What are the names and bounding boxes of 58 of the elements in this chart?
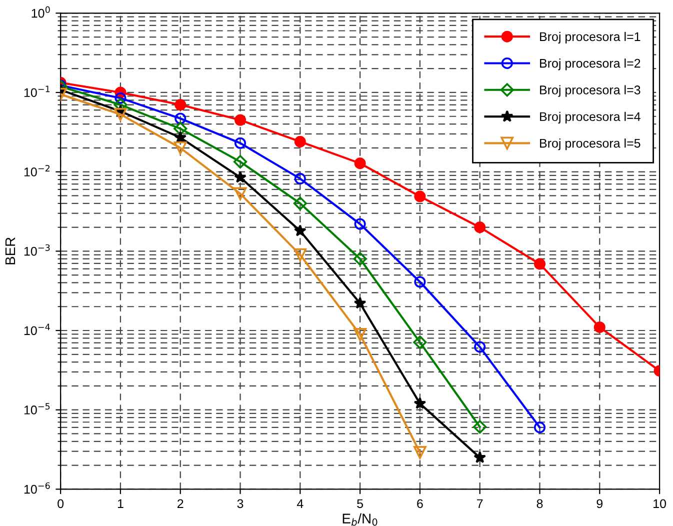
x-tick-label: 8 — [536, 499, 543, 508]
point — [293, 196, 307, 210]
y-tick-label: 10$^{−4}$ — [24, 324, 50, 336]
point — [473, 420, 487, 434]
point — [174, 141, 187, 154]
y-tick-label: 10$^{−5}$ — [24, 403, 50, 414]
x-tick-label: 5 — [357, 499, 364, 508]
point — [234, 137, 246, 149]
legend-label: Broj procesora l=5 — [540, 138, 640, 150]
y-tick-label: 10$^{−3}$ — [24, 244, 50, 256]
y-tick-label: 10$^{−6}$ — [24, 482, 50, 494]
y-tick-label: 10$^{−1}$ — [24, 86, 50, 98]
y-tick-label: 10$^{0}$ — [32, 6, 50, 18]
point — [474, 341, 486, 353]
point — [414, 276, 426, 288]
point — [294, 172, 306, 184]
point — [354, 328, 367, 341]
point — [114, 92, 126, 104]
x-tick-label: 9 — [596, 499, 603, 508]
point — [413, 446, 426, 459]
point — [174, 99, 186, 111]
x-tick-label: 10 — [654, 499, 666, 508]
legend-label: Broj procesora l=1 — [540, 32, 640, 44]
x-tick-label: 0 — [58, 499, 64, 508]
point — [234, 114, 246, 126]
x-axis-title: E$_{b}$/N$_{0}$ — [342, 513, 378, 526]
x-tick-label: 7 — [477, 499, 483, 508]
point — [534, 258, 546, 270]
x-tick-label: 6 — [417, 499, 423, 508]
legend-label: Broj procesora l=4 — [540, 112, 640, 124]
point — [294, 224, 306, 236]
legend-label: Broj procesora l=2 — [540, 58, 640, 70]
point — [234, 187, 247, 200]
legend-label: Broj procesora l=3 — [540, 85, 640, 97]
y-axis-title: BER — [5, 238, 16, 264]
point — [233, 154, 248, 169]
point — [534, 422, 546, 434]
point — [114, 108, 127, 121]
point — [594, 321, 606, 333]
point — [234, 170, 246, 183]
x-tick-label: 1 — [118, 499, 124, 508]
y-tick-label: 10$^{−2}$ — [24, 164, 50, 176]
point — [414, 397, 426, 409]
point — [354, 158, 366, 170]
x-tick-label: 3 — [237, 499, 244, 508]
x-tick-label: 4 — [296, 499, 304, 508]
point — [353, 252, 367, 266]
point — [354, 296, 366, 309]
point — [174, 112, 186, 124]
point — [474, 222, 486, 234]
point — [294, 136, 306, 148]
point — [294, 248, 307, 262]
point — [354, 218, 366, 230]
point — [474, 451, 486, 464]
point — [413, 336, 427, 350]
x-tick-label: 2 — [178, 499, 184, 508]
point — [414, 190, 426, 202]
point — [174, 122, 188, 136]
